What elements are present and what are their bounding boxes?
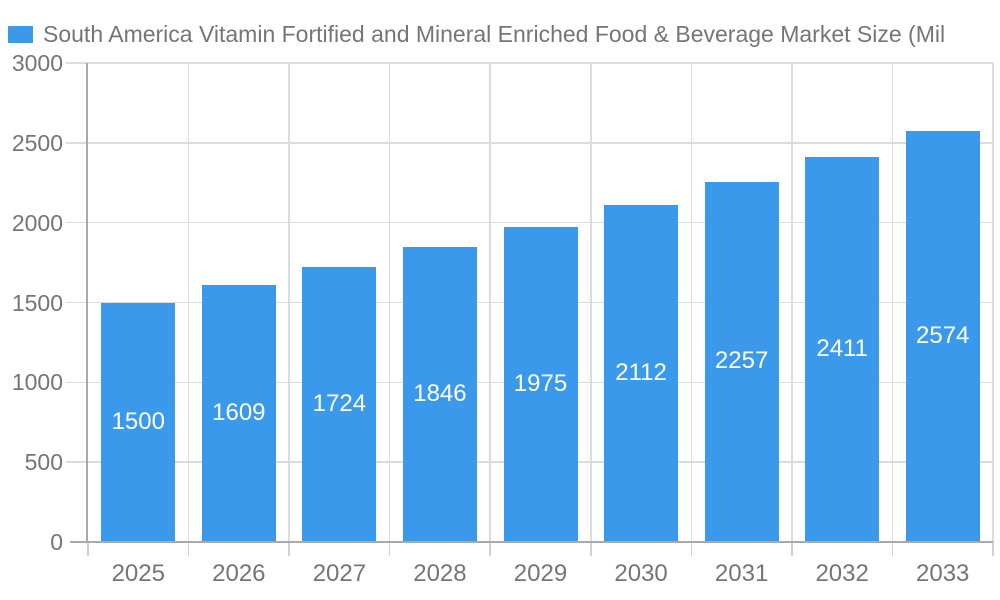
x-axis-tick xyxy=(388,542,391,556)
x-axis-tick xyxy=(690,542,693,556)
x-axis-label: 2028 xyxy=(413,560,467,587)
bar-value-label: 2112 xyxy=(615,358,667,386)
x-axis-tick xyxy=(590,542,592,556)
y-axis-label: 2000 xyxy=(11,209,63,236)
bar: 2411 xyxy=(805,157,880,541)
x-axis-label: 2031 xyxy=(714,560,769,587)
legend-label: South America Vitamin Fortified and Mine… xyxy=(43,21,946,47)
x-axis-tick xyxy=(288,542,290,556)
bar: 1609 xyxy=(201,285,276,541)
bar: 1724 xyxy=(302,266,377,541)
x-axis-tick xyxy=(891,542,894,556)
y-axis-label: 1500 xyxy=(11,289,63,316)
grid-line-v xyxy=(590,63,592,542)
x-axis-label: 2030 xyxy=(614,560,668,587)
x-axis-tick xyxy=(87,542,89,556)
grid-line-h xyxy=(66,142,993,144)
bar: 2112 xyxy=(604,204,679,541)
y-axis-label: 3000 xyxy=(11,50,63,76)
x-axis-tick xyxy=(992,542,994,556)
grid-line-v xyxy=(388,63,391,542)
y-axis-line xyxy=(86,63,88,543)
grid-line-h xyxy=(66,221,993,224)
grid-line-v xyxy=(690,63,693,542)
x-axis-label: 2025 xyxy=(111,560,165,587)
x-axis-label: 2027 xyxy=(312,560,367,587)
grid-line-v xyxy=(288,63,290,542)
bar-value-label: 1846 xyxy=(413,380,467,408)
x-axis-tick xyxy=(187,542,190,556)
grid-line-v xyxy=(489,63,491,542)
grid-line-v xyxy=(791,63,793,542)
grid-line-v xyxy=(187,63,190,542)
y-axis-label: 0 xyxy=(50,529,63,555)
x-axis-label: 2026 xyxy=(212,560,266,587)
x-axis-tick xyxy=(791,542,793,556)
legend-swatch xyxy=(8,26,33,43)
grid-line-h xyxy=(66,62,993,64)
x-axis-label: 2032 xyxy=(815,560,869,587)
bar-value-label: 1975 xyxy=(513,369,568,397)
grid-line-v xyxy=(891,63,894,542)
bar-value-label: 2411 xyxy=(816,335,868,362)
y-axis-label: 1000 xyxy=(11,369,63,396)
bar: 1975 xyxy=(503,226,578,541)
x-axis-line xyxy=(70,541,993,543)
y-axis-label: 2500 xyxy=(11,129,63,156)
bar-value-label: 2257 xyxy=(714,347,769,375)
bar-value-label: 1609 xyxy=(212,399,266,427)
x-axis-label: 2029 xyxy=(513,560,568,587)
bar: 2574 xyxy=(905,131,980,541)
bar-value-label: 1724 xyxy=(312,389,367,417)
bar-value-label: 1500 xyxy=(111,407,165,435)
x-axis-label: 2033 xyxy=(916,560,970,587)
bar: 2257 xyxy=(704,181,779,541)
y-axis-label: 500 xyxy=(24,449,63,476)
bar-value-label: 2574 xyxy=(916,322,970,349)
x-axis-tick xyxy=(489,542,491,556)
grid-line-v xyxy=(992,63,994,542)
bar: 1846 xyxy=(402,247,477,541)
bar: 1500 xyxy=(101,302,176,541)
